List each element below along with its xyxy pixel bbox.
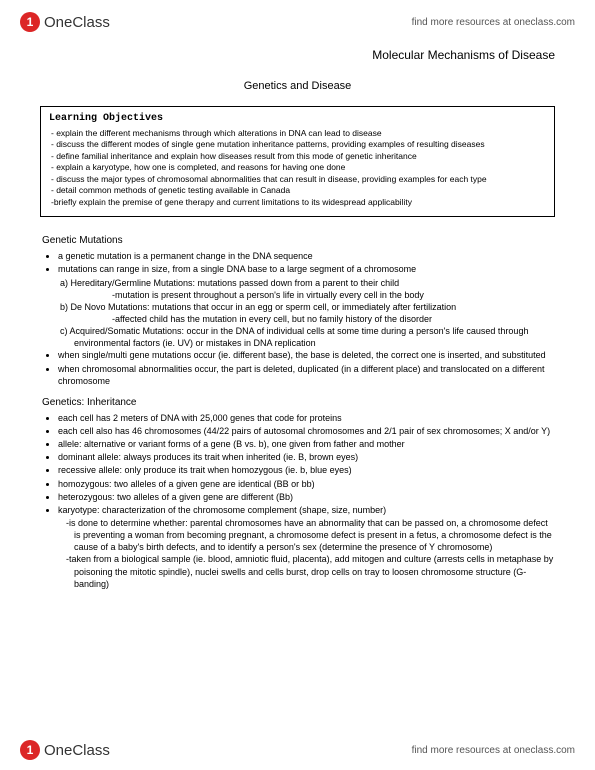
document-content: Molecular Mechanisms of Disease Genetics… <box>0 48 595 590</box>
page-footer: 1 OneClass find more resources at onecla… <box>0 740 595 760</box>
mutations-list-2: when single/multi gene mutations occur (… <box>40 349 555 386</box>
objective-item: -briefly explain the premise of gene the… <box>49 197 546 208</box>
sub-title: Genetics and Disease <box>40 80 555 92</box>
lettered-item-a: a) Hereditary/Germline Mutations: mutati… <box>40 277 555 289</box>
footer-logo: 1 OneClass <box>20 740 110 760</box>
list-item: allele: alternative or variant forms of … <box>58 438 555 450</box>
page-header: 1 OneClass find more resources at onecla… <box>0 0 595 40</box>
list-item: when single/multi gene mutations occur (… <box>58 349 555 361</box>
list-item: each cell also has 46 chromosomes (44/22… <box>58 425 555 437</box>
logo: 1 OneClass <box>20 12 110 32</box>
karyotype-note: -is done to determine whether: parental … <box>40 517 555 553</box>
logo-icon: 1 <box>20 740 40 760</box>
list-item: karyotype: characterization of the chrom… <box>58 504 555 516</box>
section-heading-mutations: Genetic Mutations <box>42 235 555 246</box>
list-item: recessive allele: only produce its trait… <box>58 464 555 476</box>
objective-item: - detail common methods of genetic testi… <box>49 185 546 196</box>
logo-text: OneClass <box>44 742 110 759</box>
footer-link[interactable]: find more resources at oneclass.com <box>412 745 575 756</box>
objective-item: - discuss the different modes of single … <box>49 139 546 150</box>
objective-item: - explain a karyotype, how one is comple… <box>49 162 546 173</box>
sub-note: -mutation is present throughout a person… <box>40 289 555 301</box>
objectives-box: Learning Objectives - explain the differ… <box>40 106 555 217</box>
list-item: homozygous: two alleles of a given gene … <box>58 478 555 490</box>
objective-item: - define familial inheritance and explai… <box>49 151 546 162</box>
list-item: heterozygous: two alleles of a given gen… <box>58 491 555 503</box>
logo-text: OneClass <box>44 14 110 31</box>
logo-icon: 1 <box>20 12 40 32</box>
section-heading-inheritance: Genetics: Inheritance <box>42 397 555 408</box>
list-item: mutations can range in size, from a sing… <box>58 263 555 275</box>
objective-item: - discuss the major types of chromosomal… <box>49 174 546 185</box>
lettered-item-b: b) De Novo Mutations: mutations that occ… <box>40 301 555 313</box>
list-item: a genetic mutation is a permanent change… <box>58 250 555 262</box>
list-item: each cell has 2 meters of DNA with 25,00… <box>58 412 555 424</box>
list-item: when chromosomal abnormalities occur, th… <box>58 363 555 387</box>
header-link[interactable]: find more resources at oneclass.com <box>412 17 575 28</box>
main-title: Molecular Mechanisms of Disease <box>40 48 555 62</box>
inheritance-list: each cell has 2 meters of DNA with 25,00… <box>40 412 555 516</box>
sub-note: -affected child has the mutation in ever… <box>40 313 555 325</box>
objectives-heading: Learning Objectives <box>49 113 546 124</box>
mutations-list: a genetic mutation is a permanent change… <box>40 250 555 275</box>
karyotype-note: -taken from a biological sample (ie. blo… <box>40 553 555 589</box>
objective-item: - explain the different mechanisms throu… <box>49 128 546 139</box>
objectives-list: - explain the different mechanisms throu… <box>49 128 546 208</box>
list-item: dominant allele: always produces its tra… <box>58 451 555 463</box>
lettered-item-c: c) Acquired/Somatic Mutations: occur in … <box>40 325 555 349</box>
